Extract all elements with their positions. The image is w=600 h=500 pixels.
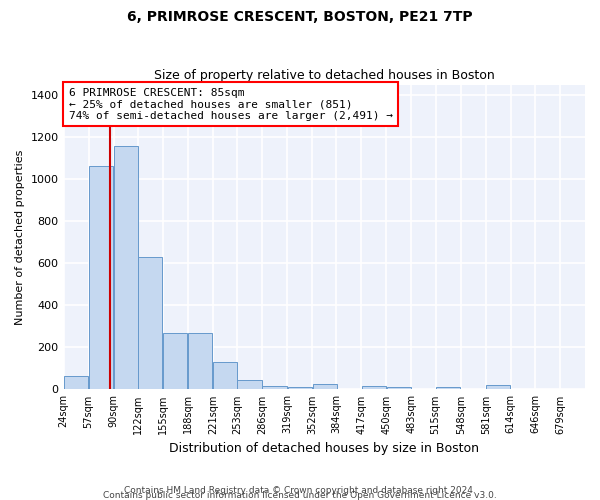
Bar	[64, 376, 88, 390]
Bar	[436, 388, 460, 390]
Bar	[238, 380, 262, 390]
X-axis label: Distribution of detached houses by size in Boston: Distribution of detached houses by size …	[169, 442, 479, 455]
Bar	[387, 388, 411, 390]
Bar	[138, 257, 163, 390]
Text: 6, PRIMROSE CRESCENT, BOSTON, PE21 7TP: 6, PRIMROSE CRESCENT, BOSTON, PE21 7TP	[127, 10, 473, 24]
Bar	[287, 388, 312, 390]
Bar	[486, 385, 511, 390]
Bar	[313, 384, 337, 390]
Y-axis label: Number of detached properties: Number of detached properties	[15, 150, 25, 324]
Bar	[163, 332, 187, 390]
Bar	[188, 332, 212, 390]
Text: 6 PRIMROSE CRESCENT: 85sqm
← 25% of detached houses are smaller (851)
74% of sem: 6 PRIMROSE CRESCENT: 85sqm ← 25% of deta…	[69, 88, 393, 121]
Text: Contains HM Land Registry data © Crown copyright and database right 2024.: Contains HM Land Registry data © Crown c…	[124, 486, 476, 495]
Bar	[262, 386, 287, 390]
Title: Size of property relative to detached houses in Boston: Size of property relative to detached ho…	[154, 69, 494, 82]
Bar	[89, 166, 113, 390]
Bar	[114, 146, 138, 390]
Bar	[213, 362, 238, 390]
Text: Contains public sector information licensed under the Open Government Licence v3: Contains public sector information licen…	[103, 491, 497, 500]
Bar	[362, 386, 386, 390]
